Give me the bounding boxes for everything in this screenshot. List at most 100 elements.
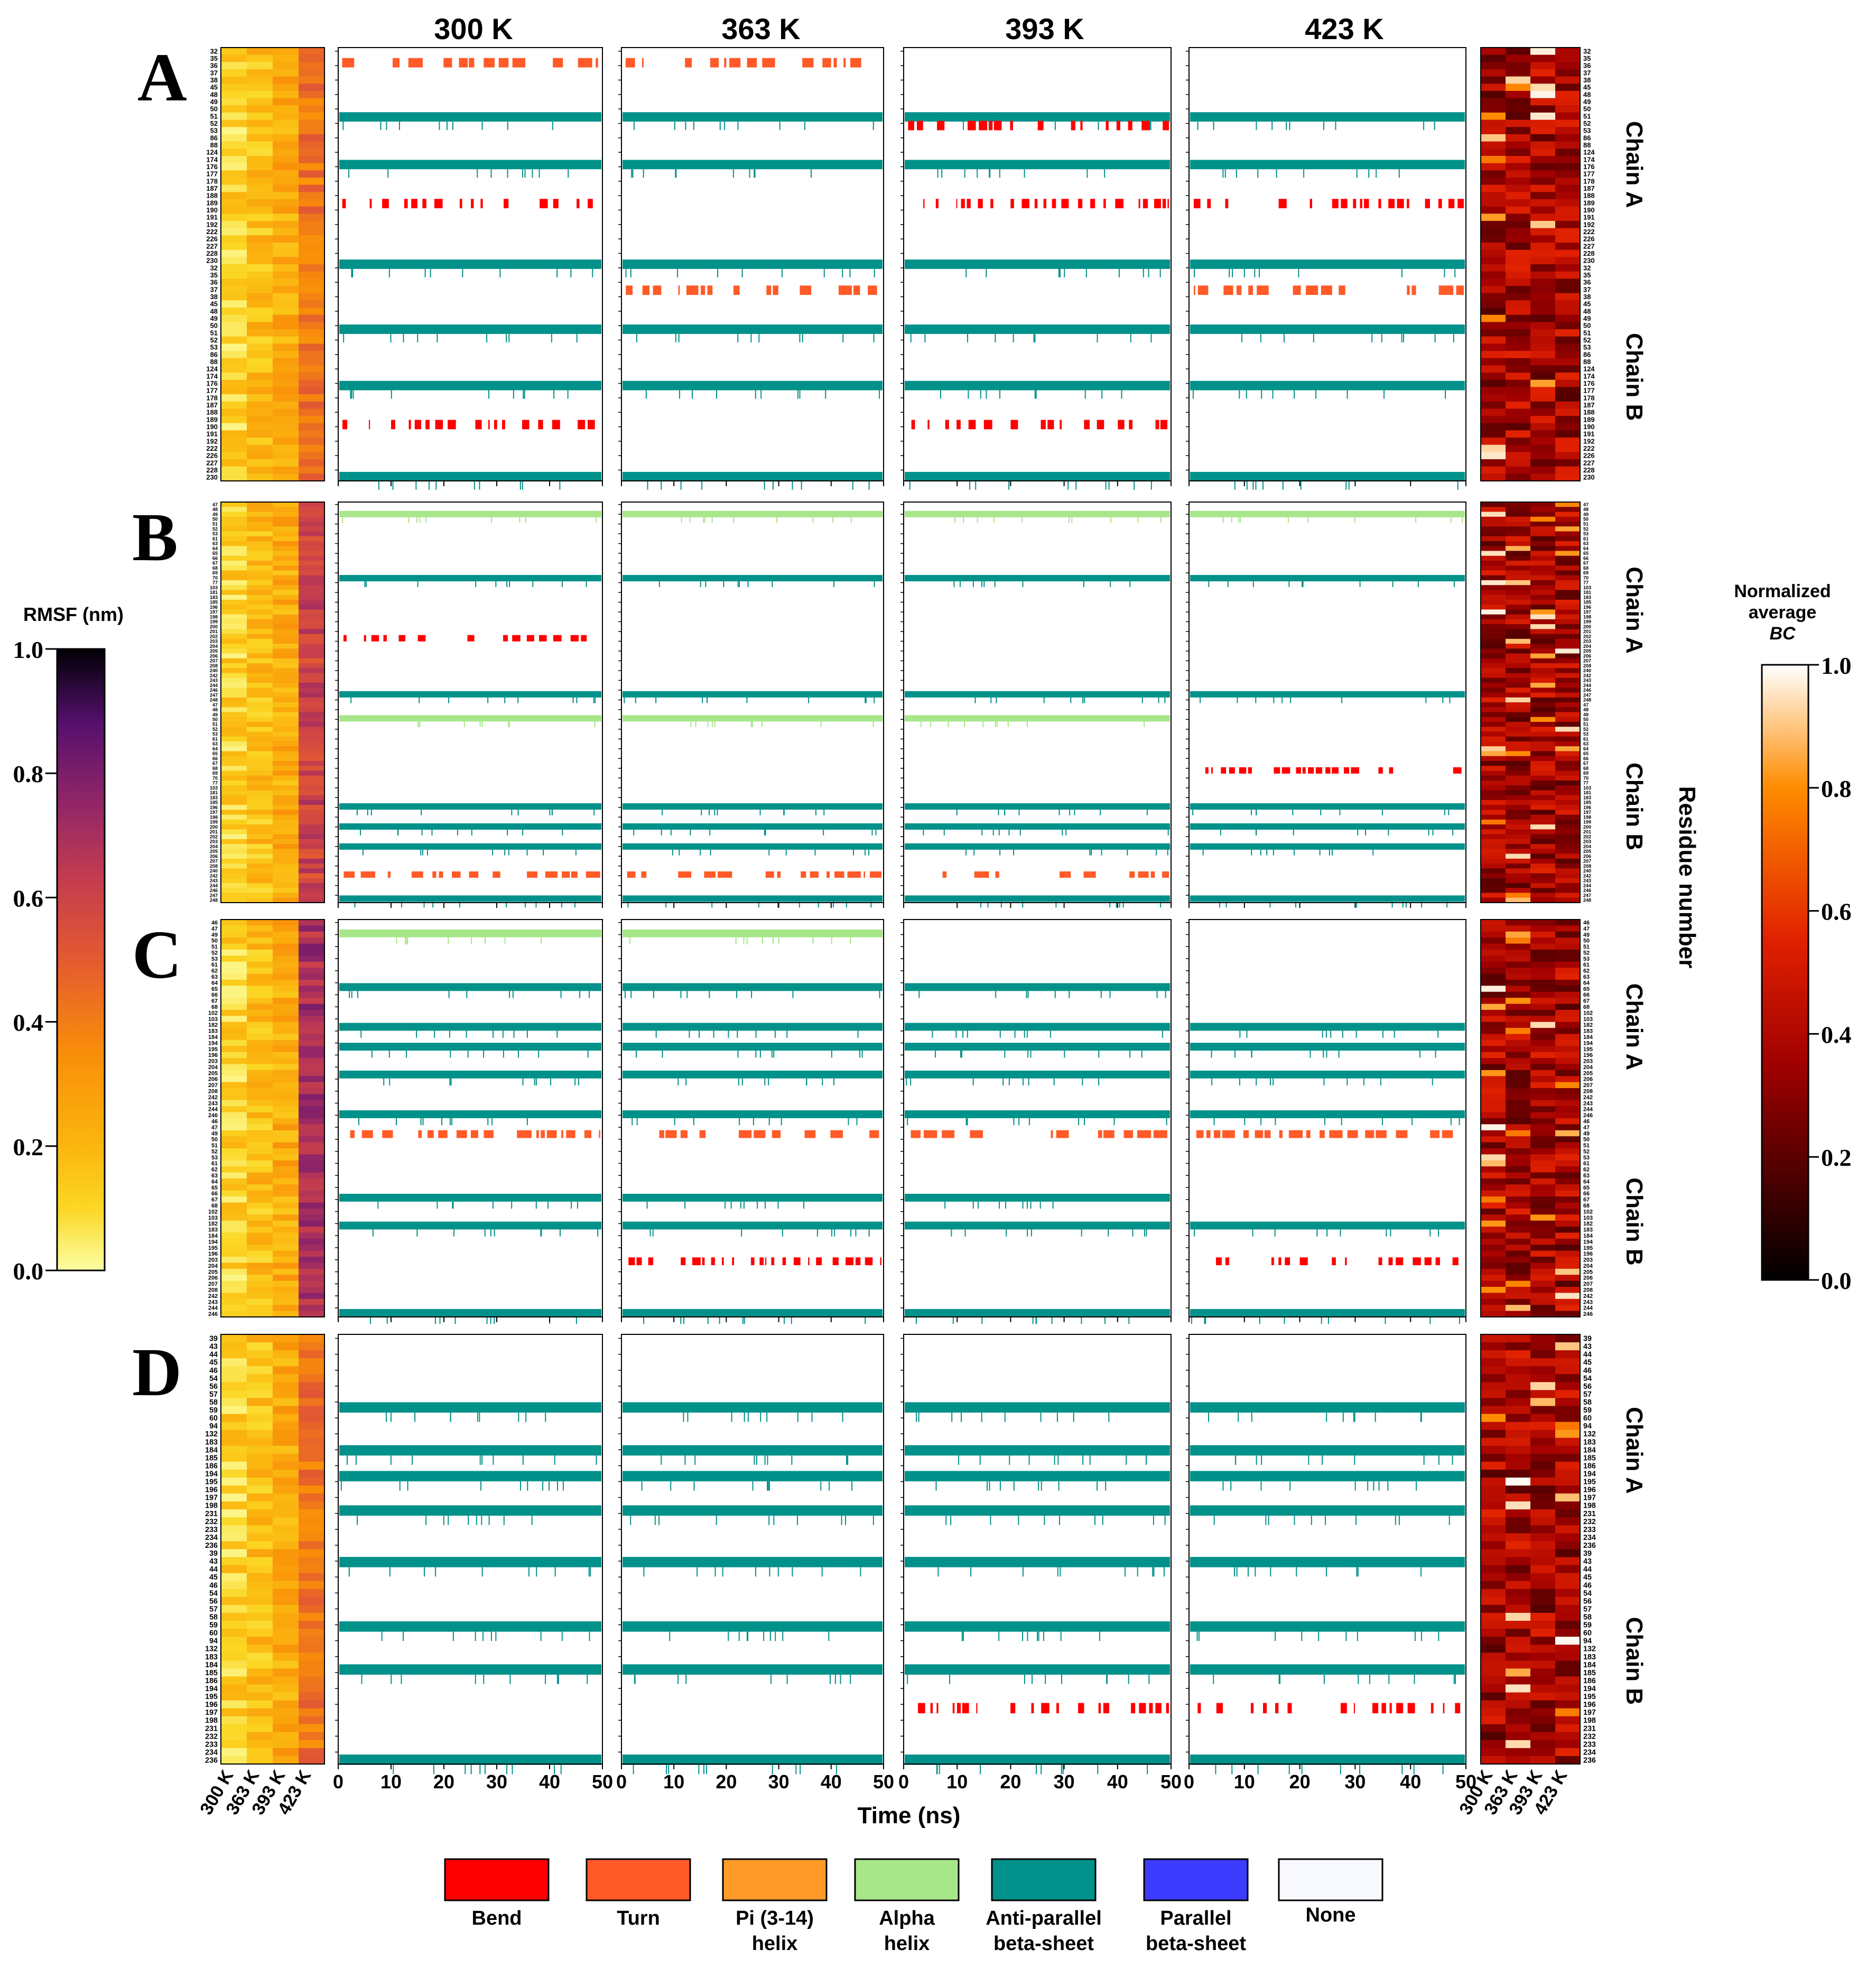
time-tick-label: 0 [616, 1771, 627, 1793]
ss-fleck [774, 1031, 776, 1038]
residue-label: 205 [210, 648, 218, 654]
ss-fleck [351, 390, 352, 399]
rmsf-cell [273, 864, 299, 869]
rmsf-cell [247, 1178, 273, 1185]
rmsf-cell [247, 1130, 273, 1137]
rmsf-cell [273, 920, 299, 926]
bc-cell [1555, 968, 1581, 974]
bc-cell [1506, 541, 1531, 546]
ss-fleck [704, 517, 706, 523]
ss-fleck [561, 1631, 563, 1641]
ss-fleck [737, 1051, 739, 1058]
residue-label: 222 [1583, 444, 1595, 452]
ss-fleck [1068, 517, 1070, 523]
rmsf-cell [299, 409, 325, 416]
ss-fleck [1255, 481, 1257, 490]
residue-label: 66 [212, 555, 218, 561]
rmsf-cell [221, 1406, 247, 1415]
bc-cell [1530, 968, 1556, 974]
rmsf-cell [273, 644, 299, 649]
ss-fleck [943, 829, 945, 836]
rmsf-cell [221, 1621, 247, 1629]
residue-label: 197 [205, 1709, 218, 1717]
bc-cell [1506, 1106, 1531, 1113]
rmsf-cell [299, 1756, 325, 1765]
residue-label: 102 [1583, 1209, 1593, 1215]
ss-fleck [668, 1765, 670, 1775]
rmsf-cell [221, 1190, 247, 1197]
bc-cell [1555, 1501, 1581, 1510]
bc-cell [1530, 512, 1556, 517]
rmsf-cell [299, 48, 325, 55]
residue-label: 202 [210, 834, 218, 839]
bc-cell [1481, 1621, 1506, 1629]
bc-cell [1530, 595, 1556, 600]
ss-fleck [1313, 333, 1314, 342]
rmsf-cell [221, 1154, 247, 1161]
rmsf-cell [221, 599, 247, 605]
bc-cell [1506, 814, 1531, 820]
rmsf-cell [273, 731, 299, 737]
rmsf-cell [273, 937, 299, 944]
rmsf-cell [299, 805, 325, 810]
rmsf-cell [273, 1422, 299, 1431]
ss-fleck [522, 169, 524, 178]
ss-fleck [1318, 1631, 1320, 1641]
bc-cell [1530, 1748, 1556, 1757]
ss-fleck [1074, 810, 1075, 815]
bc-cell [1481, 308, 1506, 315]
residue-label: 208 [1583, 1089, 1593, 1095]
ss-fleck [803, 1201, 805, 1209]
ss-band-anti [623, 843, 883, 850]
ss-fleck [1354, 1412, 1355, 1422]
ss-fleck [1368, 169, 1370, 178]
rmsf-cell [299, 199, 325, 207]
rmsf-cell [273, 1581, 299, 1590]
bc-cell [1530, 1238, 1556, 1245]
residue-label: 44 [209, 1565, 218, 1574]
ss-segment-bend [1061, 199, 1069, 209]
bc-cell [1555, 1406, 1581, 1415]
ss-fleck [1315, 390, 1317, 399]
ss-fleck [525, 1412, 527, 1422]
rmsf-cell [273, 1549, 299, 1558]
bc-cell [1530, 373, 1556, 380]
rmsf-cell [221, 858, 247, 864]
residue-label: 236 [205, 1542, 218, 1550]
bc-cell [1481, 751, 1506, 757]
bc-cell [1530, 394, 1556, 402]
rmsf-cell [299, 264, 325, 272]
ss-band-anti [339, 1755, 601, 1765]
ss-fleck [1357, 1567, 1359, 1577]
ss-segment-bend [581, 635, 587, 642]
ss-fleck [545, 1412, 546, 1422]
bc-cell [1506, 1453, 1531, 1462]
ss-fleck [356, 810, 358, 815]
ss-segment-bend [1078, 1703, 1084, 1714]
ss-fleck [401, 902, 403, 908]
bc-cell [1506, 1094, 1531, 1101]
ss-fleck [1041, 1481, 1042, 1491]
bc-cell [1481, 243, 1506, 250]
bc-cell [1506, 663, 1531, 669]
bc-cell [1506, 644, 1531, 649]
ss-segment-bend [1378, 767, 1383, 774]
rmsf-cell [247, 271, 273, 279]
ss-fleck [495, 1631, 497, 1641]
ss-fleck [847, 1455, 849, 1465]
rmsf-cell [273, 1166, 299, 1173]
bc-cell [1506, 1493, 1531, 1502]
residue-label: 203 [208, 1257, 218, 1264]
ss-fleck [1202, 849, 1204, 856]
ss-fleck [593, 810, 595, 815]
ss-fleck [1367, 1481, 1369, 1491]
ss-segment-bend [628, 1257, 635, 1266]
residue-label: 177 [206, 170, 218, 178]
ss-fleck [1052, 1201, 1054, 1209]
bc-cell [1506, 1172, 1531, 1179]
ss-fleck [437, 333, 438, 342]
bc-cell [1530, 1660, 1556, 1669]
bc-cell [1555, 1178, 1581, 1185]
rmsf-cell [247, 1009, 273, 1016]
rmsf-cell [299, 91, 325, 99]
